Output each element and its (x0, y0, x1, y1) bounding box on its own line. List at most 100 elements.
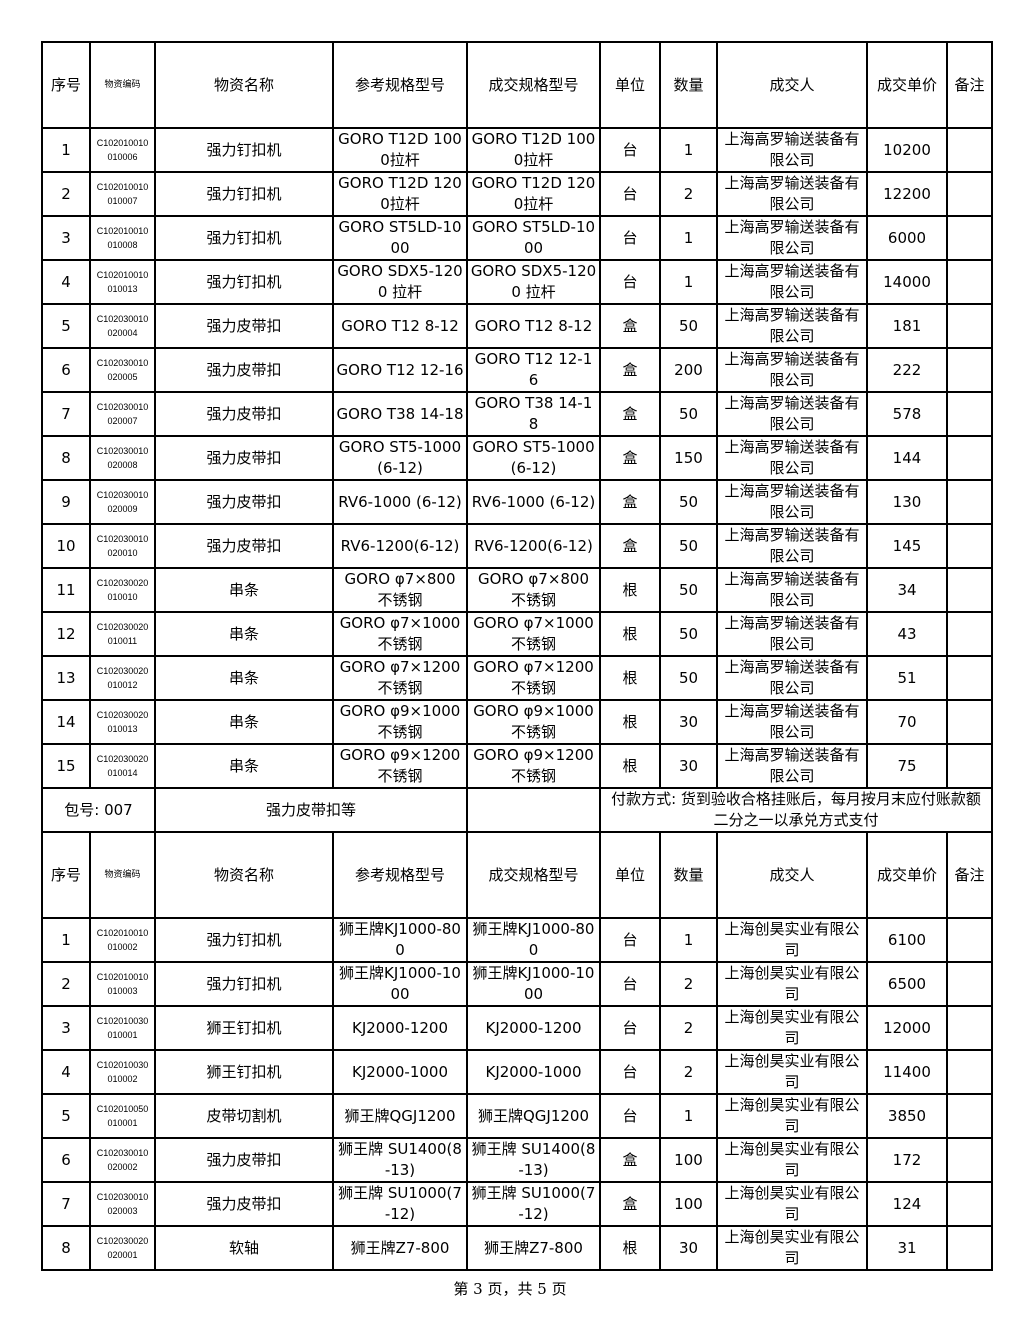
cell-ref-spec: 狮王牌QGJ1200 (332, 1093, 468, 1139)
cell-code: C102010010010007 (89, 171, 156, 217)
cell-winner: 上海创昊实业有限公司 (716, 1005, 868, 1051)
cell-seq: 5 (41, 1093, 91, 1139)
cell-code: C102010030010001 (89, 1005, 156, 1051)
cell-qty: 1 (659, 917, 718, 963)
cell-price: 3850 (866, 1093, 948, 1139)
cell-qty: 1 (659, 215, 718, 261)
cell-code: C102030020010013 (89, 699, 156, 745)
cell-qty: 50 (659, 655, 718, 701)
cell-deal-spec: GORO T12 8-12 (466, 303, 601, 349)
cell-code: C102010050010001 (89, 1093, 156, 1139)
cell-ref-spec: RV6-1000 (6-12) (332, 479, 468, 525)
material-code: C102010010010006 (96, 137, 149, 162)
cell-ref-spec: 狮王牌 SU1000(7-12) (332, 1181, 468, 1227)
cell-unit: 台 (599, 1049, 661, 1095)
cell-price: 130 (866, 479, 948, 525)
table-row: 8 C102030020020001 软轴 狮王牌Z7-800 狮王牌Z7-800 根 30… (41, 1225, 993, 1271)
cell-name: 皮带切割机 (154, 1093, 334, 1139)
cell-code: C102030010020010 (89, 523, 156, 569)
header-row: 序号 物资编码 物资名称 参考规格型号 成交规格型号 单位 数量 成交人 成交单价 备注 (41, 41, 993, 129)
cell-name: 串条 (154, 567, 334, 613)
cell-price: 578 (866, 391, 948, 437)
material-code: C102030010020005 (96, 357, 149, 382)
cell-seq: 4 (41, 259, 91, 305)
table-row: 5 C102030010020004 强力皮带扣 GORO T12 8-12 GORO … (41, 303, 993, 349)
cell-seq: 2 (41, 961, 91, 1007)
header-unit: 单位 (599, 831, 661, 919)
cell-deal-spec: GORO T12 12-16 (466, 347, 601, 393)
cell-deal-spec: GORO φ9×1000 不锈钢 (466, 699, 601, 745)
header-note: 备注 (946, 41, 993, 129)
cell-note (946, 215, 993, 261)
cell-ref-spec: KJ2000-1200 (332, 1005, 468, 1051)
cell-unit: 根 (599, 1225, 661, 1271)
header-price: 成交单价 (866, 41, 948, 129)
table-row: 1 C102010010010002 强力钉扣机 狮王牌KJ1000-800 狮王牌KJ… (41, 917, 993, 963)
header-name: 物资名称 (154, 831, 334, 919)
cell-winner: 上海高罗输送装备有限公司 (716, 435, 868, 481)
cell-seq: 13 (41, 655, 91, 701)
cell-winner: 上海创昊实业有限公司 (716, 1225, 868, 1271)
cell-seq: 9 (41, 479, 91, 525)
cell-qty: 2 (659, 171, 718, 217)
cell-code: C102030010020007 (89, 391, 156, 437)
cell-price: 34 (866, 567, 948, 613)
cell-name: 强力皮带扣 (154, 523, 334, 569)
cell-qty: 150 (659, 435, 718, 481)
table-row: 6 C102030010020005 强力皮带扣 GORO T12 12-16 GORO… (41, 347, 993, 393)
cell-note (946, 127, 993, 173)
cell-note (946, 655, 993, 701)
header-ref-spec: 参考规格型号 (332, 41, 468, 129)
cell-unit: 盒 (599, 435, 661, 481)
cell-deal-spec: GORO ST5-1000(6-12) (466, 435, 601, 481)
material-code: C102010010010002 (96, 927, 149, 952)
cell-note (946, 961, 993, 1007)
cell-unit: 台 (599, 259, 661, 305)
cell-code: C102030010020005 (89, 347, 156, 393)
package-number: 包号: 007 (41, 787, 156, 833)
cell-code: C102010010010003 (89, 961, 156, 1007)
header-qty: 数量 (659, 831, 718, 919)
table-row: 5 C102010050010001 皮带切割机 狮王牌QGJ1200 狮王牌QGJ12… (41, 1093, 993, 1139)
cell-unit: 台 (599, 171, 661, 217)
cell-code: C102030010020009 (89, 479, 156, 525)
cell-price: 222 (866, 347, 948, 393)
cell-qty: 50 (659, 391, 718, 437)
cell-price: 11400 (866, 1049, 948, 1095)
cell-seq: 5 (41, 303, 91, 349)
cell-note (946, 1225, 993, 1271)
material-code: C102030020010012 (96, 665, 149, 690)
cell-code: C102010030010002 (89, 1049, 156, 1095)
cell-unit: 盒 (599, 391, 661, 437)
table-row: 11 C102030020010010 串条 GORO φ7×800 不锈钢 GORO … (41, 567, 993, 613)
table-row: 10 C102030010020010 强力皮带扣 RV6-1200(6-12) RV6… (41, 523, 993, 569)
cell-code: C102030010020004 (89, 303, 156, 349)
material-code: C102030010020008 (96, 445, 149, 470)
cell-name: 强力皮带扣 (154, 479, 334, 525)
cell-deal-spec: 狮王牌QGJ1200 (466, 1093, 601, 1139)
cell-winner: 上海创昊实业有限公司 (716, 1181, 868, 1227)
cell-unit: 根 (599, 655, 661, 701)
cell-ref-spec: RV6-1200(6-12) (332, 523, 468, 569)
table-row: 3 C102010010010008 强力钉扣机 GORO ST5LD-1000 GOR… (41, 215, 993, 261)
cell-note (946, 1137, 993, 1183)
cell-deal-spec: RV6-1000 (6-12) (466, 479, 601, 525)
cell-price: 172 (866, 1137, 948, 1183)
cell-deal-spec: GORO T12D 1200拉杆 (466, 171, 601, 217)
material-code: C102030010020004 (96, 313, 149, 338)
table-row: 7 C102030010020007 强力皮带扣 GORO T38 14-18 GORO… (41, 391, 993, 437)
header-unit: 单位 (599, 41, 661, 129)
material-code: C102030010020003 (96, 1191, 149, 1216)
cell-deal-spec: GORO φ9×1200 不锈钢 (466, 743, 601, 789)
header-winner: 成交人 (716, 831, 868, 919)
header-ref-spec: 参考规格型号 (332, 831, 468, 919)
cell-code: C102030010020003 (89, 1181, 156, 1227)
cell-seq: 4 (41, 1049, 91, 1095)
cell-code: C102010010010002 (89, 917, 156, 963)
header-code: 物资编码 (89, 831, 156, 919)
header-winner: 成交人 (716, 41, 868, 129)
material-code: C102030020010013 (96, 709, 149, 734)
cell-deal-spec: GORO φ7×1200 不锈钢 (466, 655, 601, 701)
cell-seq: 2 (41, 171, 91, 217)
cell-qty: 1 (659, 127, 718, 173)
